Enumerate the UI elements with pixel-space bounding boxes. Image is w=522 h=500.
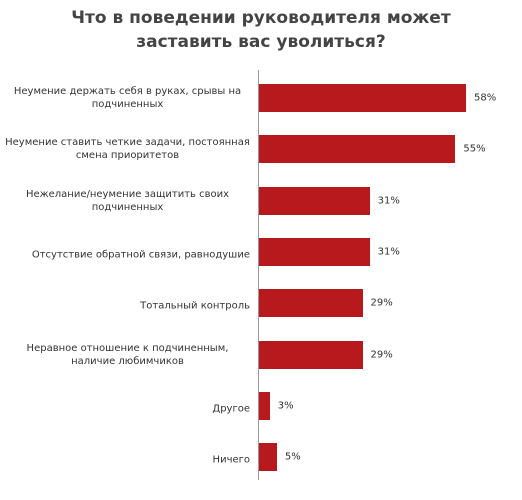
value-label: 58% [474, 92, 497, 104]
category-label-box: Ничего [5, 448, 250, 467]
value-label: 29% [370, 349, 393, 360]
y-tick-label: Отсутствие обратной связи, равнодушие [31, 249, 250, 261]
bar [259, 289, 363, 318]
axis-line [258, 70, 259, 480]
category-label-box: Отсутствие обратной связи, равнодушие [5, 242, 250, 261]
y-tick-label: Другое [212, 403, 250, 415]
bar [259, 443, 277, 472]
category-label-box: Другое [5, 396, 250, 415]
bar [259, 340, 363, 369]
chart-title: Что в поведении руководителя может заста… [71, 8, 451, 52]
category-label-box: Тотальный контроль [5, 294, 250, 313]
category-label-box: Неравное отношение к подчиненным, наличи… [5, 342, 250, 368]
y-tick-label: Неумение держать себя в руках, срывы на … [13, 86, 242, 110]
category-label-box: Неумение держать себя в руках, срывы на … [5, 85, 250, 111]
value-label: 31% [377, 195, 400, 207]
y-tick-label: Неравное отношение к подчиненным, наличи… [26, 342, 229, 367]
value-label: 31% [377, 246, 400, 258]
value-label: 55% [463, 143, 486, 155]
category-label-box: Нежелание/неумение защитить своих подчин… [5, 188, 250, 214]
value-label: 3% [277, 400, 294, 412]
y-tick-label: Ничего [212, 454, 250, 466]
y-tick-label: Неумение ставить четкие задачи, постоянн… [5, 137, 250, 162]
bar [259, 186, 370, 215]
y-tick-label: Нежелание/неумение защитить своих подчин… [25, 188, 230, 213]
value-label: 29% [370, 297, 393, 309]
value-label: 5% [284, 451, 301, 463]
bar [259, 135, 456, 164]
bar [259, 391, 270, 420]
bar [259, 237, 370, 266]
category-label-box: Неумение ставить четкие задачи, постоянн… [5, 136, 250, 162]
y-tick-label: Тотальный контроль [140, 300, 250, 312]
bar [259, 84, 467, 112]
